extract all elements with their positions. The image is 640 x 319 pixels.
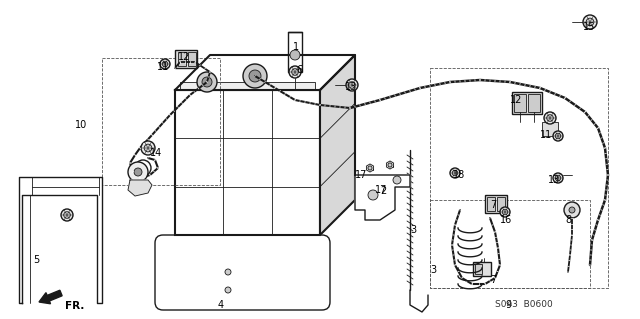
Circle shape: [225, 269, 231, 275]
Bar: [180, 82, 315, 90]
Bar: [528, 94, 540, 112]
Bar: [288, 32, 302, 72]
Text: 3: 3: [410, 225, 416, 235]
Circle shape: [583, 15, 597, 29]
Text: 10: 10: [75, 120, 87, 130]
Circle shape: [544, 112, 556, 124]
Bar: [497, 197, 505, 211]
Polygon shape: [128, 180, 152, 196]
Circle shape: [61, 209, 73, 221]
Text: 5: 5: [33, 255, 39, 265]
Bar: [102, 58, 220, 185]
Circle shape: [292, 69, 298, 75]
Text: 7: 7: [490, 200, 496, 210]
Bar: [487, 197, 495, 211]
Text: 16: 16: [500, 215, 512, 225]
Text: 15: 15: [583, 22, 595, 32]
Circle shape: [134, 168, 142, 176]
Text: 11: 11: [540, 130, 552, 140]
Circle shape: [502, 209, 508, 215]
Circle shape: [197, 72, 217, 92]
Circle shape: [553, 173, 563, 183]
Circle shape: [160, 59, 170, 69]
Circle shape: [553, 131, 563, 141]
Bar: [178, 52, 186, 66]
Circle shape: [144, 144, 152, 152]
Bar: [514, 94, 526, 112]
Text: 1: 1: [293, 42, 299, 52]
Text: 8: 8: [565, 215, 571, 225]
Text: 6: 6: [296, 65, 302, 75]
Circle shape: [500, 207, 510, 217]
Circle shape: [368, 190, 378, 200]
Circle shape: [569, 207, 575, 213]
Bar: [542, 122, 558, 136]
Text: 7: 7: [490, 275, 496, 285]
Circle shape: [290, 50, 300, 60]
Circle shape: [225, 287, 231, 293]
Circle shape: [289, 66, 301, 78]
Circle shape: [346, 79, 358, 91]
Circle shape: [393, 176, 401, 184]
Text: 9: 9: [505, 300, 511, 310]
Bar: [473, 262, 491, 276]
Circle shape: [349, 82, 355, 88]
Text: 13: 13: [548, 175, 560, 185]
Bar: [512, 92, 542, 114]
Polygon shape: [19, 177, 102, 303]
Circle shape: [547, 115, 554, 121]
Text: 2: 2: [380, 186, 387, 196]
Bar: [430, 200, 590, 288]
Circle shape: [586, 18, 594, 26]
Circle shape: [135, 160, 151, 176]
Circle shape: [64, 212, 70, 218]
Circle shape: [249, 70, 261, 82]
Text: 13: 13: [345, 82, 357, 92]
Bar: [175, 90, 320, 235]
FancyArrow shape: [39, 290, 62, 304]
Text: 12: 12: [178, 52, 190, 62]
Text: 18: 18: [453, 170, 465, 180]
Bar: [475, 264, 482, 274]
Circle shape: [128, 162, 148, 182]
Text: 3: 3: [430, 265, 436, 275]
Text: 12: 12: [510, 95, 522, 105]
Text: 17: 17: [355, 170, 367, 180]
Circle shape: [368, 166, 372, 170]
Polygon shape: [355, 175, 410, 220]
Polygon shape: [175, 55, 355, 90]
Circle shape: [556, 175, 561, 181]
Bar: [188, 52, 196, 66]
Bar: [175, 50, 197, 68]
Bar: [430, 68, 608, 288]
Text: 11: 11: [157, 62, 169, 72]
Text: FR.: FR.: [65, 301, 84, 311]
Text: 17: 17: [375, 185, 387, 195]
Circle shape: [141, 141, 155, 155]
Text: 14: 14: [150, 148, 163, 158]
Circle shape: [243, 64, 267, 88]
Polygon shape: [367, 164, 374, 172]
Text: S043  B0600: S043 B0600: [495, 300, 553, 309]
Polygon shape: [387, 161, 394, 169]
Circle shape: [163, 61, 168, 67]
Circle shape: [140, 165, 146, 171]
Circle shape: [564, 202, 580, 218]
Text: 4: 4: [218, 300, 224, 310]
Circle shape: [452, 170, 458, 176]
FancyBboxPatch shape: [155, 235, 330, 310]
Polygon shape: [320, 55, 355, 235]
Circle shape: [202, 77, 212, 87]
Circle shape: [388, 163, 392, 167]
Bar: [485, 195, 507, 213]
Circle shape: [450, 168, 460, 178]
Circle shape: [556, 133, 561, 139]
